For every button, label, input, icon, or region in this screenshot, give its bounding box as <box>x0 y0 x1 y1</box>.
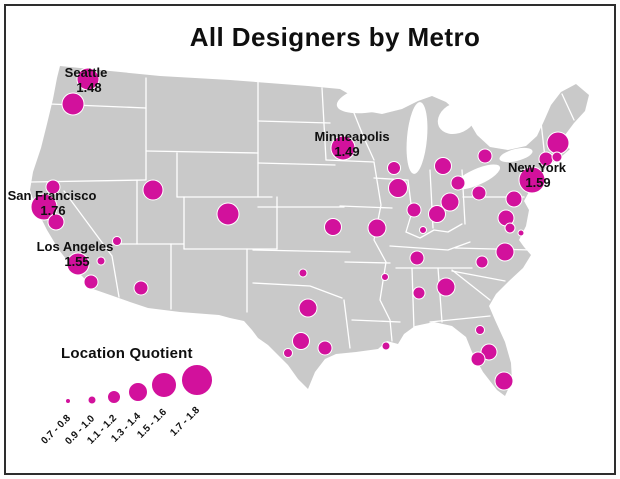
legend-circle <box>181 364 213 396</box>
metro-name-label: Seattle <box>65 65 108 80</box>
lake-ontario <box>499 147 533 163</box>
metro-bubble <box>434 157 452 175</box>
metro-value-label: 1.76 <box>40 203 65 218</box>
metro-bubble <box>475 255 489 269</box>
metro-bubble <box>283 348 293 358</box>
state-borders <box>30 77 575 349</box>
metro-bubble <box>292 332 310 350</box>
legend-class-label: 1.7 - 1.8 <box>168 405 202 439</box>
metro-bubble <box>388 178 408 198</box>
metro-bubble <box>495 242 515 262</box>
metro-bubble <box>412 286 426 300</box>
metro-bubble <box>436 277 456 297</box>
legend-circle <box>65 398 71 404</box>
metro-bubble <box>477 148 493 164</box>
metro-bubble <box>112 236 122 246</box>
lake-michigan <box>406 102 428 174</box>
chart-title: All Designers by Metro <box>189 22 481 52</box>
metro-name-label: New York <box>508 160 567 175</box>
metro-bubble <box>480 343 498 361</box>
metro-name-label: Los Angeles <box>37 239 114 254</box>
metro-bubble <box>133 280 149 296</box>
metro-bubble <box>518 166 546 194</box>
metro-bubble <box>475 325 485 335</box>
metro-bubble <box>505 190 523 208</box>
metro-value-label: 1.55 <box>64 254 89 269</box>
legend-circle <box>87 395 97 405</box>
metro-bubbles <box>30 67 570 391</box>
metro-bubble <box>45 179 61 195</box>
metro-bubble <box>330 135 356 161</box>
legend-circle <box>128 382 148 402</box>
metro-bubble <box>381 273 389 281</box>
metro-bubble <box>381 341 391 351</box>
metro-bubble <box>76 67 100 91</box>
metro-name-label: Minneapolis <box>314 129 389 144</box>
metro-bubble <box>450 175 466 191</box>
metro-value-label: 1.59 <box>525 175 550 190</box>
legend-class-label: 1.5 - 1.6 <box>135 407 169 441</box>
metro-bubble <box>409 250 425 266</box>
metro-bubble <box>440 192 460 212</box>
metro-bubble <box>546 131 570 155</box>
legend-size-scale: 0.7 - 0.80.9 - 1.01.1 - 1.21.3 - 1.41.5 … <box>39 364 213 447</box>
metro-bubble <box>324 218 342 236</box>
metro-bubble <box>471 185 487 201</box>
legend-circle <box>151 372 177 398</box>
metro-bubble <box>83 274 99 290</box>
metro-bubble <box>517 229 525 237</box>
lake-huron <box>437 101 477 135</box>
lake-superior <box>336 80 420 114</box>
metro-bubble <box>96 256 106 266</box>
metro-bubble <box>387 161 401 175</box>
metro-bubble <box>317 340 333 356</box>
metro-bubble <box>428 205 446 223</box>
metro-bubble <box>367 218 387 238</box>
metro-bubble <box>298 268 308 278</box>
legend-class-label: 1.3 - 1.4 <box>109 411 143 445</box>
metro-bubble <box>406 202 422 218</box>
legend-title: Location Quotient <box>61 345 193 362</box>
legend-circle <box>107 390 121 404</box>
metro-bubble <box>298 298 318 318</box>
metro-bubble <box>66 252 90 276</box>
metro-bubble <box>216 202 240 226</box>
metro-bubble <box>470 351 486 367</box>
metro-bubble <box>551 151 563 163</box>
metro-value-label: 1.49 <box>334 144 359 159</box>
metro-bubble <box>47 213 65 231</box>
metro-bubble <box>61 92 85 116</box>
metro-bubble <box>504 222 516 234</box>
us-land-shape <box>30 66 589 396</box>
metro-name-label: San Francisco <box>8 188 97 203</box>
metro-value-label: 1.48 <box>76 80 101 95</box>
metro-bubble <box>419 226 427 234</box>
metro-bubble <box>494 371 514 391</box>
metro-bubble <box>30 193 58 221</box>
metro-bubble <box>142 179 164 201</box>
